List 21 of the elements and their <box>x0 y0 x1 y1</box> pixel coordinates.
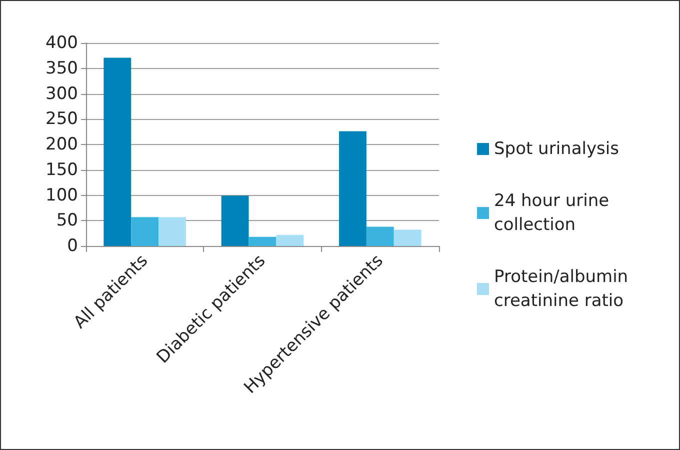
y-tick-label: 150 <box>46 160 78 180</box>
legend-label: 24 hour urine collection <box>494 191 615 235</box>
y-tick-label: 400 <box>46 33 78 53</box>
legend-label: Protein/albumin creatinine ratio <box>494 267 634 311</box>
y-tick-label: 100 <box>46 185 78 206</box>
bar <box>158 217 186 246</box>
bar <box>338 131 366 246</box>
y-tick-label: 250 <box>46 109 78 130</box>
y-tick-label: 0 <box>67 236 78 256</box>
bar <box>248 236 276 246</box>
y-tick-label: 350 <box>46 58 78 78</box>
legend-label: Spot urinalysis <box>494 139 620 159</box>
bar <box>104 58 132 246</box>
y-tick-label: 300 <box>46 84 78 104</box>
bar <box>394 230 422 246</box>
y-tick-label: 50 <box>56 210 78 231</box>
bar <box>366 226 394 246</box>
bar <box>221 196 249 246</box>
y-tick-label: 200 <box>46 134 78 154</box>
bar <box>131 217 159 246</box>
bar <box>276 234 304 246</box>
